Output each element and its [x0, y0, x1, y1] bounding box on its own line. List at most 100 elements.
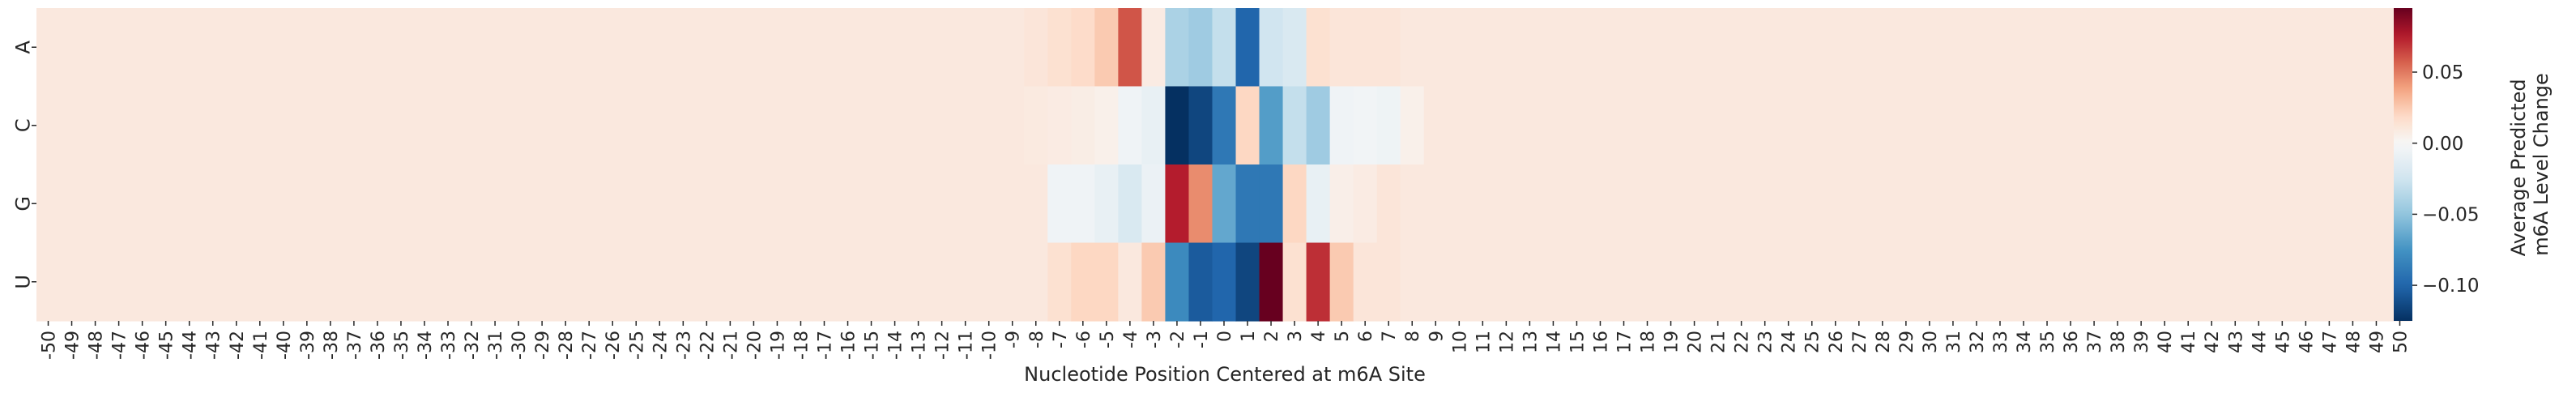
heatmap-cell [2246, 242, 2271, 322]
heatmap-cell [530, 8, 555, 88]
heatmap-cell [295, 242, 319, 322]
heatmap-cell [1636, 86, 1660, 165]
heatmap-cell [1400, 86, 1425, 165]
colorbar-label: Average Predicted m6A Level Change [2507, 73, 2553, 257]
heatmap-cell [1517, 242, 1542, 322]
heatmap-cell [1329, 164, 1354, 244]
heatmap-cell [1423, 242, 1448, 322]
x-axis-label: Nucleotide Position Centered at m6A Site [1024, 363, 1426, 386]
heatmap-cell [1917, 8, 1943, 88]
heatmap-cell [1659, 164, 1683, 244]
heatmap-cell [2105, 242, 2130, 322]
heatmap-cell [459, 86, 484, 165]
heatmap-cell [248, 242, 272, 322]
heatmap-cell [342, 164, 367, 244]
heatmap-cell [930, 86, 954, 165]
heatmap-cell [318, 242, 343, 322]
heatmap-cell [365, 8, 390, 88]
heatmap-cell [1071, 164, 1095, 244]
x-tick-label: 44 [2250, 331, 2270, 353]
heatmap-cell [1071, 86, 1095, 165]
heatmap-cell [624, 164, 649, 244]
heatmap-cell [553, 164, 578, 244]
x-tick-label: 39 [2132, 331, 2152, 353]
heatmap-cell [1071, 242, 1095, 322]
heatmap-cell [389, 86, 414, 165]
heatmap-cell [1683, 242, 1707, 322]
heatmap-cell [1776, 164, 1801, 244]
heatmap-cell [459, 8, 484, 88]
heatmap-cell [1376, 242, 1401, 322]
heatmap-cell [224, 86, 249, 165]
x-tick-label: 14 [1544, 331, 1564, 353]
heatmap-cell [1706, 164, 1730, 244]
heatmap-cell [1353, 8, 1378, 88]
x-tick-label: -2 [1168, 331, 1188, 348]
heatmap-cell [1541, 164, 1566, 244]
heatmap-cell [1094, 242, 1119, 322]
heatmap-cell [1753, 86, 1777, 165]
heatmap-cell [201, 86, 225, 165]
x-tick-label: -48 [87, 331, 107, 360]
heatmap-cell [1094, 164, 1119, 244]
heatmap-cell [1188, 242, 1213, 322]
heatmap-cell [436, 8, 461, 88]
heatmap-cell [201, 164, 225, 244]
heatmap-cell [718, 242, 743, 322]
heatmap-cell [130, 8, 155, 88]
heatmap-cell [788, 8, 813, 88]
heatmap-cell [1659, 242, 1683, 322]
x-tick-label: 31 [1944, 331, 1964, 353]
heatmap-cell [130, 242, 155, 322]
colorbar-label-line-1: Average Predicted [2507, 79, 2530, 256]
heatmap-cell [741, 242, 766, 322]
heatmap-cell [2317, 164, 2342, 244]
heatmap-cell [1800, 86, 1824, 165]
heatmap-cell [130, 164, 155, 244]
heatmap-cell [2340, 242, 2365, 322]
heatmap-cell [1447, 164, 1472, 244]
heatmap-cell [1000, 8, 1025, 88]
heatmap-cell [1376, 86, 1401, 165]
heatmap-cell [577, 86, 602, 165]
heatmap-cell [1235, 164, 1260, 244]
heatmap-cell [2129, 164, 2154, 244]
heatmap-cell [483, 8, 508, 88]
x-tick-label: 13 [1520, 331, 1541, 353]
heatmap-cell [1964, 86, 1990, 165]
heatmap-cell [271, 8, 296, 88]
heatmap-cell [718, 86, 743, 165]
x-tick-label: 10 [1450, 331, 1470, 353]
heatmap-cell [765, 86, 790, 165]
heatmap-cell [1141, 8, 1166, 88]
heatmap-cell [671, 164, 696, 244]
heatmap-cell [1776, 8, 1801, 88]
x-tick-label: 48 [2344, 331, 2364, 353]
heatmap-cell [2270, 242, 2295, 322]
heatmap-cell [1564, 8, 1589, 88]
heatmap-cell [1894, 8, 1918, 88]
heatmap-cell [2317, 242, 2342, 322]
heatmap-cell [342, 86, 367, 165]
heatmap-cell [1094, 8, 1119, 88]
heatmap-cell [1800, 164, 1824, 244]
heatmap-cell [295, 164, 319, 244]
x-tick-label: -12 [933, 331, 953, 360]
heatmap-cell [83, 86, 108, 165]
heatmap-cell [812, 86, 837, 165]
colorbar-tick-label: 0.05 [2422, 62, 2463, 83]
heatmap-cell [506, 242, 531, 322]
heatmap-cell [553, 8, 578, 88]
heatmap-cell [647, 164, 672, 244]
heatmap-cell [1964, 164, 1990, 244]
heatmap-cell [248, 86, 272, 165]
heatmap-cell [107, 242, 131, 322]
heatmap-cell [624, 86, 649, 165]
heatmap-cell [977, 8, 1001, 88]
heatmap-cell [812, 242, 837, 322]
heatmap-cell [577, 8, 602, 88]
heatmap-cell [1165, 86, 1190, 165]
x-tick-label: -24 [650, 331, 671, 360]
heatmap-cell [836, 8, 860, 88]
heatmap-cell [1259, 164, 1284, 244]
